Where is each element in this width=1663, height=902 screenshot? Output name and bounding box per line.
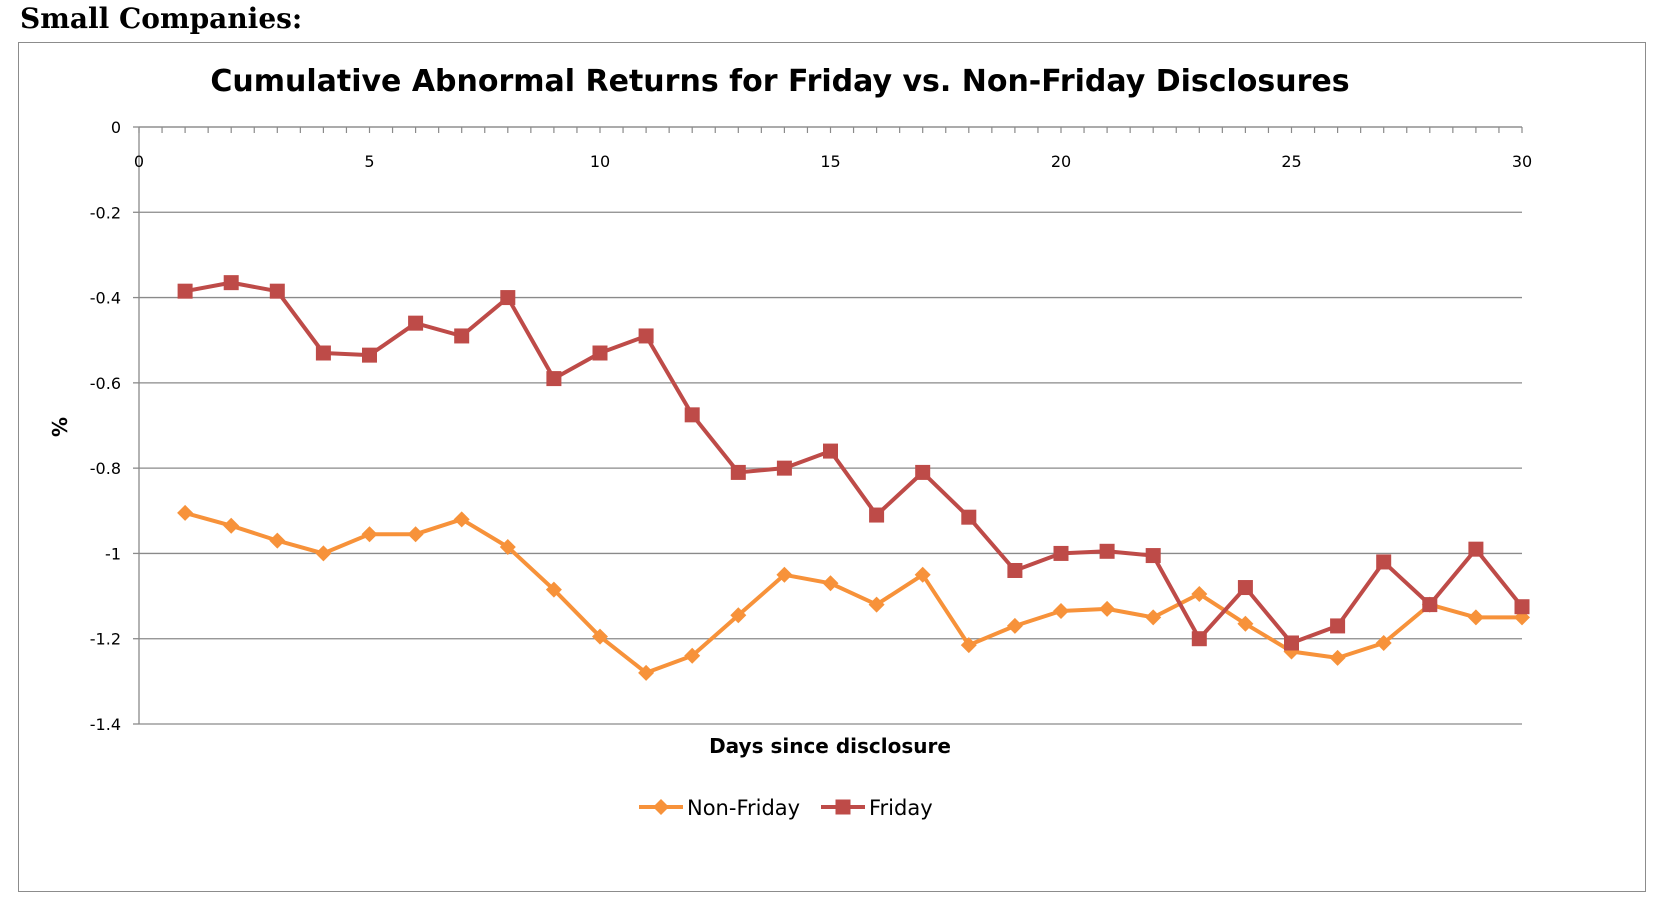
y-tick-label: -0.6 [90, 374, 121, 393]
data-point [315, 545, 332, 562]
data-point [822, 575, 839, 592]
data-point [269, 532, 286, 549]
data-point [592, 628, 608, 645]
data-point [545, 581, 562, 598]
data-point [1191, 631, 1207, 647]
chart: Cumulative Abnormal Returns for Friday v… [48, 64, 1532, 820]
data-point [823, 443, 838, 459]
series-layer [177, 275, 1530, 681]
data-point [269, 283, 285, 299]
x-tick-label: 20 [1051, 152, 1071, 171]
chart-title: Cumulative Abnormal Returns for Friday v… [210, 64, 1349, 99]
data-point [869, 507, 885, 523]
legend-item: Non-Friday [639, 796, 800, 820]
data-point [223, 517, 240, 534]
data-point [223, 275, 239, 291]
legend: Non-Friday Friday [639, 796, 933, 820]
x-tick-label: 30 [1512, 152, 1532, 171]
data-point [1053, 602, 1069, 619]
y-tick-label: -1.4 [90, 715, 121, 734]
y-tick-label: 0 [111, 118, 121, 137]
data-point [1514, 599, 1530, 615]
legend-item: Friday [821, 796, 933, 820]
data-point [1329, 649, 1346, 666]
legend-label: Non-Friday [687, 796, 800, 820]
data-point [730, 607, 747, 624]
data-point [177, 504, 194, 521]
data-point [315, 345, 331, 361]
series-non-friday [177, 504, 1530, 681]
data-point [776, 566, 793, 583]
chart-frame: Cumulative Abnormal Returns for Friday v… [18, 42, 1646, 892]
data-point [407, 526, 424, 543]
data-point [361, 526, 378, 543]
data-point [1467, 609, 1484, 626]
data-point [1376, 554, 1392, 570]
y-tick-label: -0.2 [90, 203, 121, 222]
data-point [730, 464, 746, 480]
data-point [546, 371, 562, 387]
x-axis-ticks: 0 5 10 15 20 25 30 [134, 127, 1532, 171]
gridlines [139, 126, 1522, 725]
data-point [1145, 548, 1161, 564]
data-point [1237, 580, 1253, 596]
y-tick-label: -1 [105, 544, 121, 563]
section-heading: Small Companies: [20, 2, 303, 35]
x-tick-label: 10 [590, 152, 610, 171]
data-point [961, 509, 977, 525]
data-point [1099, 600, 1116, 617]
data-point [868, 596, 885, 613]
data-point [960, 637, 977, 654]
data-point [1145, 609, 1162, 626]
x-axis-title: Days since disclosure [709, 734, 951, 758]
data-point [499, 539, 516, 556]
y-tick-label: -0.8 [90, 459, 121, 478]
data-point [1330, 618, 1346, 634]
series-line [184, 280, 1524, 645]
data-point [362, 347, 377, 363]
data-point [177, 283, 193, 299]
data-point [592, 345, 608, 361]
data-point [684, 647, 701, 664]
y-tick-label: -1.2 [90, 630, 121, 649]
x-tick-label: 0 [134, 152, 144, 171]
data-point [453, 511, 470, 528]
series-friday [177, 275, 1530, 651]
data-point [1237, 615, 1254, 632]
y-axis-ticks: 0 -0.2 -0.4 -0.6 -0.8 -1 -1.2 -1.4 [90, 118, 139, 734]
data-point [1375, 634, 1392, 651]
x-tick-label: 5 [364, 152, 374, 171]
data-point [1191, 585, 1208, 602]
data-point [1284, 635, 1299, 651]
data-point [638, 664, 655, 681]
legend-marker [835, 799, 851, 815]
data-point [1007, 562, 1023, 578]
x-tick-label: 25 [1281, 152, 1301, 171]
data-point [1099, 543, 1115, 559]
series-line [184, 510, 1522, 675]
data-point [1422, 597, 1438, 613]
data-point [1006, 617, 1023, 634]
y-axis-title: % [48, 417, 72, 437]
data-point [408, 315, 424, 331]
data-point [684, 407, 700, 423]
data-point [500, 290, 516, 306]
data-point [1468, 541, 1484, 557]
legend-marker [653, 799, 669, 815]
x-tick-label: 15 [820, 152, 840, 171]
data-point [1053, 545, 1069, 561]
data-point [915, 464, 931, 480]
data-point [776, 460, 792, 476]
y-tick-label: -0.4 [90, 289, 121, 308]
data-point [454, 328, 470, 344]
legend-label: Friday [869, 796, 933, 820]
data-point [914, 566, 931, 583]
data-point [638, 328, 654, 344]
